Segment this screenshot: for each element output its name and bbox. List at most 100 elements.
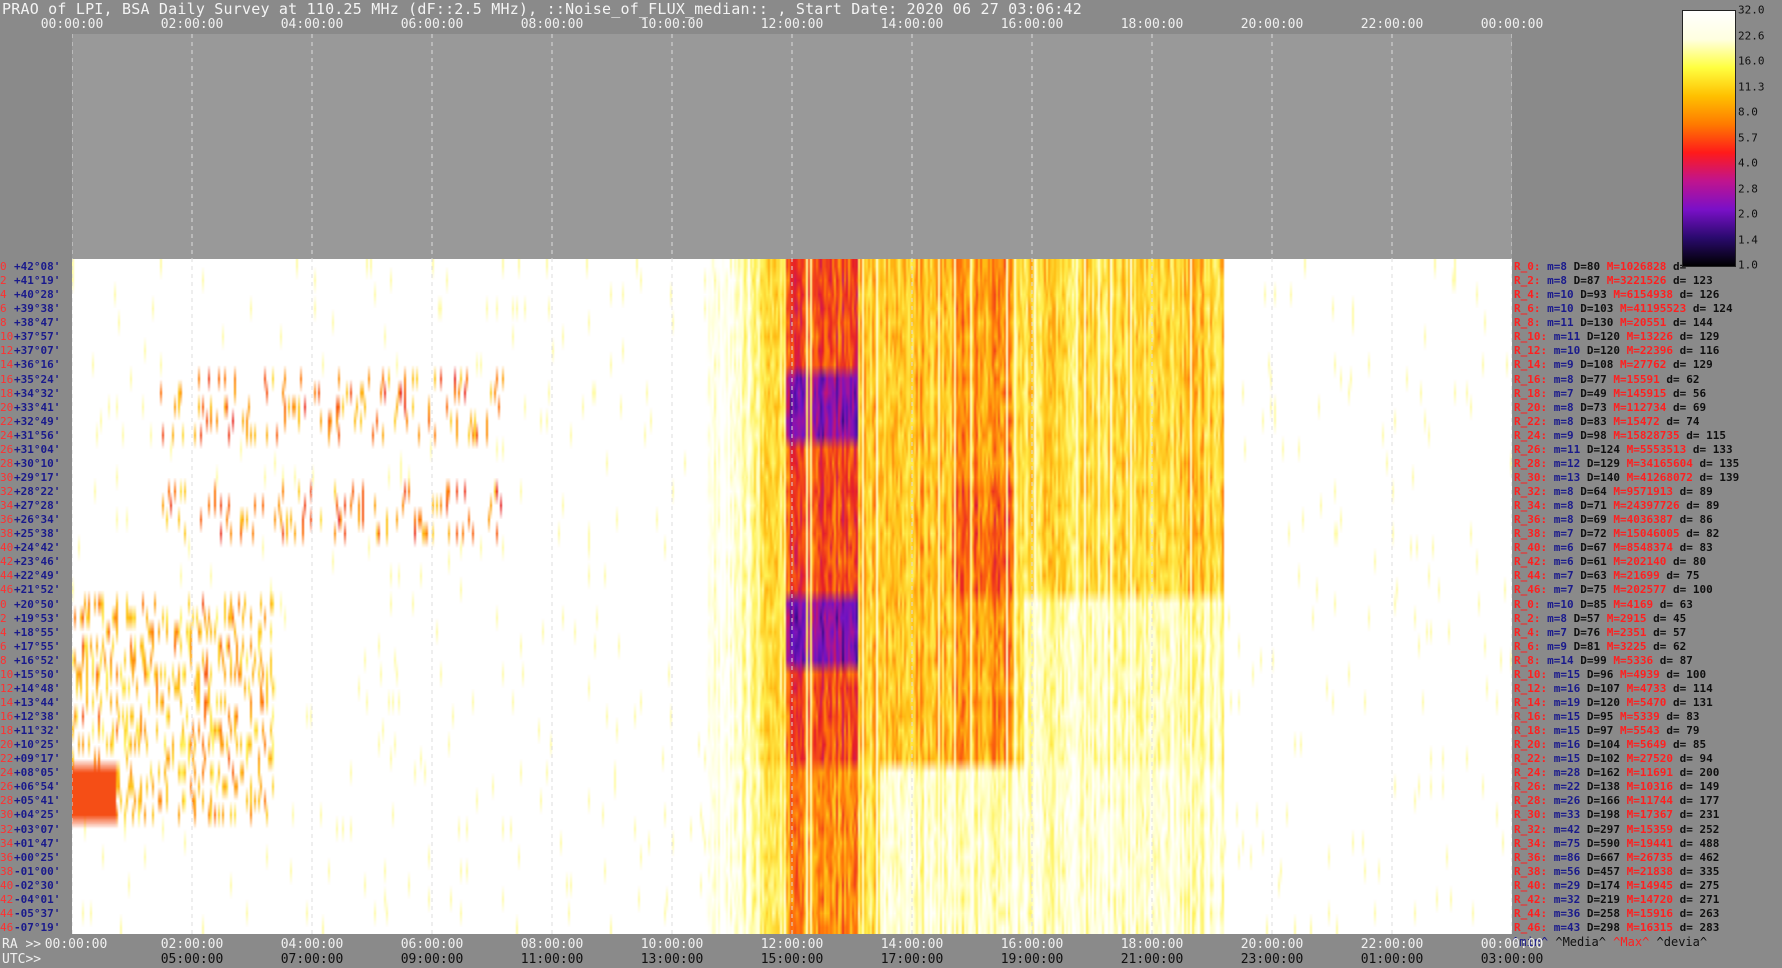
stat-M: M=3221526 xyxy=(1606,274,1673,288)
stat-r: R_22: xyxy=(1514,752,1554,766)
stat-m: m=16 xyxy=(1553,738,1587,752)
row-stats: R_38: m=56 D=457 M=21838 d= 335 xyxy=(1514,865,1719,879)
stat-M: M=27520 xyxy=(1626,752,1680,766)
stat-m: m=6 xyxy=(1553,541,1581,555)
ra-tick: 12:00:00 xyxy=(760,937,824,952)
declination-row-label: 4 +18°55' xyxy=(0,626,60,640)
row-stats: R_44: m=36 D=258 M=15916 d= 263 xyxy=(1514,907,1719,921)
declination-row-label: 44-05°37' xyxy=(0,907,60,921)
stat-m: m=16 xyxy=(1553,681,1587,695)
stat-m: m=10 xyxy=(1553,344,1587,358)
stat-r: R_8: xyxy=(1514,653,1548,667)
row-index: 18 xyxy=(0,724,14,738)
row-stats: R_10: m=11 D=120 M=13226 d= 129 xyxy=(1514,330,1719,344)
utc-tick: 19:00:00 xyxy=(1000,952,1064,967)
stat-M: M=4036387 xyxy=(1613,513,1680,527)
declination-value: +28°22' xyxy=(14,485,61,498)
colorbar-labels: 32.0 22.6 16.0 11.3 8.0 5.7 4.0 2.8 2.0 1.4 1.0 xyxy=(1736,4,1782,272)
top-time-tick: 22:00:00 xyxy=(1360,17,1424,32)
stat-M: M=26735 xyxy=(1626,850,1680,864)
declination-value: +10°25' xyxy=(14,738,61,752)
declination-row-label: 4 +40°28' xyxy=(0,288,60,302)
declination-row-label: 8 +38°47' xyxy=(0,316,60,330)
stat-d: d= 200 xyxy=(1679,766,1720,780)
declination-value: +40°28' xyxy=(14,288,61,302)
ra-tick: 02:00:00 xyxy=(160,937,224,952)
stat-M: M=5543 xyxy=(1620,724,1667,738)
colorbar-tick: 1.4 xyxy=(1738,233,1758,246)
stat-d: d= 57 xyxy=(1653,625,1687,639)
row-index: 0 xyxy=(0,260,7,273)
stat-m: m=13 xyxy=(1553,470,1587,484)
row-index: 36 xyxy=(0,850,14,864)
ra-axis: 00:00:00 02:00:00 04:00:00 06:00:00 08:00:00… xyxy=(0,936,1544,952)
declination-row-label: 24+08°05' xyxy=(0,766,60,780)
stat-r: R_8: xyxy=(1514,316,1548,330)
utc-tick: 23:00:00 xyxy=(1240,952,1304,967)
stat-D: D=667 xyxy=(1586,850,1627,864)
top-time-tick: 02:00:00 xyxy=(160,17,224,32)
stat-D: D=124 xyxy=(1586,442,1627,456)
declination-row-label: 14+13°44' xyxy=(0,696,60,710)
stat-d: d= 231 xyxy=(1679,808,1720,822)
stat-m: m=15 xyxy=(1553,724,1587,738)
stat-r: R_0: xyxy=(1514,597,1548,611)
stat-M: M=41195523 xyxy=(1620,302,1693,316)
stat-r: R_6: xyxy=(1514,639,1548,653)
declination-value: +39°38' xyxy=(14,302,61,316)
stat-d: d= 80 xyxy=(1672,555,1707,569)
stat-M: M=3225 xyxy=(1606,639,1654,653)
stat-m: m=86 xyxy=(1553,850,1587,864)
declination-row-label: 14+36°16' xyxy=(0,358,60,372)
legend-dev: ^devia^ xyxy=(1656,935,1708,949)
stat-D: D=219 xyxy=(1586,892,1627,906)
utc-tick: 21:00:00 xyxy=(1120,952,1184,967)
stat-M: M=21699 xyxy=(1613,569,1667,583)
stat-m: m=10 xyxy=(1547,597,1581,611)
colorbar-tick: 16.0 xyxy=(1738,54,1765,68)
row-index: 26 xyxy=(0,442,14,456)
declination-value: +17°55' xyxy=(14,639,61,653)
row-stats: R_30: m=33 D=198 M=17367 d= 231 xyxy=(1514,808,1719,822)
stat-r: R_18: xyxy=(1514,724,1554,738)
stat-m: m=7 xyxy=(1553,569,1581,583)
declination-row-label: 30+29°17' xyxy=(0,471,60,485)
stat-r: R_44: xyxy=(1514,569,1554,583)
stat-r: R_18: xyxy=(1514,386,1554,400)
ra-tick: 00:00:00 xyxy=(1480,937,1544,952)
declination-value: +15°50' xyxy=(14,667,61,681)
ra-tick: 04:00:00 xyxy=(280,937,344,952)
stat-M: M=5339 xyxy=(1620,710,1667,723)
row-stats: R_42: m=32 D=219 M=14720 d= 271 xyxy=(1514,893,1719,907)
row-stats: R_2: m=8 D=57 M=2915 d= 45 xyxy=(1514,612,1686,626)
row-index: 44 xyxy=(0,569,14,583)
declination-value: -07°19' xyxy=(14,920,61,934)
colorbar xyxy=(1682,10,1736,267)
stat-d: d= 133 xyxy=(1692,442,1733,456)
stat-m: m=14 xyxy=(1547,653,1581,667)
declination-value: +03°07' xyxy=(14,822,61,836)
declination-row-label: 16+12°38' xyxy=(0,710,60,724)
row-index: 24 xyxy=(0,766,14,780)
stat-D: D=120 xyxy=(1586,695,1627,709)
declination-value: +35°24' xyxy=(14,372,61,386)
declination-row-label: 42+23°46' xyxy=(0,555,60,569)
stat-m: m=56 xyxy=(1553,864,1587,878)
declination-value: +06°54' xyxy=(14,780,61,794)
declination-value: -04°01' xyxy=(14,892,61,906)
row-index: 8 xyxy=(0,653,7,667)
stat-d: d= 62 xyxy=(1653,639,1687,653)
row-stats: R_46: m=43 D=298 M=16315 d= 283 xyxy=(1514,921,1719,935)
stat-d: d= 129 xyxy=(1672,358,1713,372)
stat-m: m=9 xyxy=(1553,428,1581,442)
stat-M: M=34165604 xyxy=(1626,456,1700,470)
stat-m: m=75 xyxy=(1553,836,1587,850)
row-index: 42 xyxy=(0,892,14,906)
top-time-tick: 06:00:00 xyxy=(400,17,464,32)
row-index: 32 xyxy=(0,485,14,498)
stat-D: D=96 xyxy=(1586,667,1620,681)
heatmap-plot-area[interactable] xyxy=(72,34,1512,934)
stat-r: R_46: xyxy=(1514,583,1554,597)
stat-d: d= 123 xyxy=(1672,274,1713,288)
stat-D: D=75 xyxy=(1580,583,1614,597)
